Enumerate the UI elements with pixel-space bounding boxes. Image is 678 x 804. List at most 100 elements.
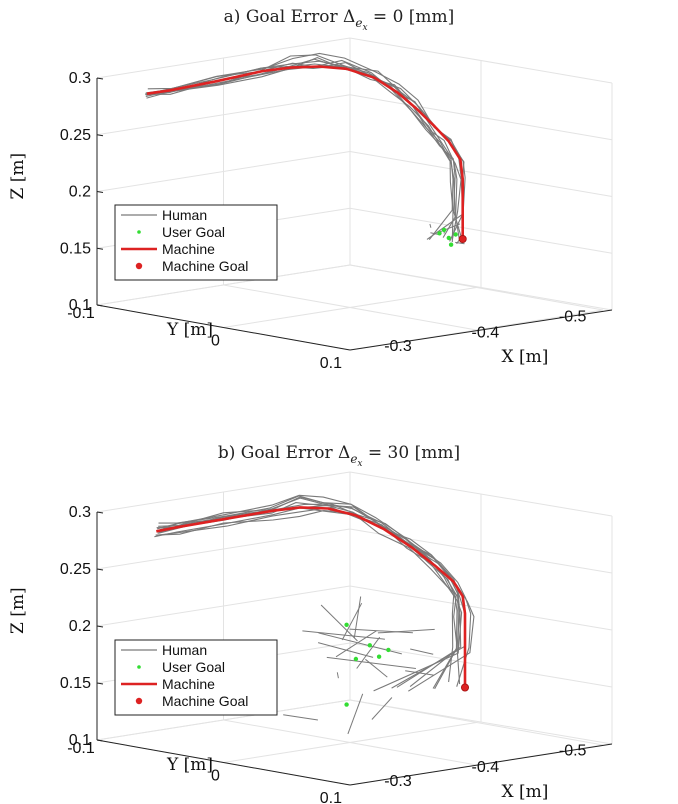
user-goal-point — [386, 647, 391, 653]
user-goal-point — [441, 227, 447, 233]
z-tick-label: 0.1 — [69, 297, 91, 314]
human-trajectory — [430, 232, 439, 235]
user-goal-point — [353, 656, 359, 662]
human-trajectory — [377, 628, 435, 634]
user-goal-point — [446, 235, 451, 241]
legend-label: Machine — [162, 676, 215, 692]
z-tick-label: 0.15 — [60, 675, 91, 692]
human-trajectory — [335, 630, 377, 658]
human-trajectory — [353, 596, 362, 639]
human-trajectory — [145, 60, 466, 239]
z-tick-label: 0.15 — [60, 240, 91, 257]
user-goal-point — [453, 232, 458, 237]
z-tick — [96, 77, 104, 80]
grid-line-floor — [223, 287, 477, 328]
human-trajectory — [349, 628, 413, 634]
z-tick — [96, 568, 104, 571]
legend-label: Human — [162, 207, 207, 223]
x-axis-line — [349, 309, 613, 351]
y-axis-label: Y [m] — [166, 755, 213, 775]
x-tick-label: -0.4 — [472, 325, 500, 342]
z-tick-label: 0.2 — [69, 618, 91, 635]
z-tick-label: 0.1 — [69, 732, 91, 749]
human-trajectory — [336, 672, 339, 679]
human-trajectory — [341, 602, 363, 641]
y-axis-line — [96, 304, 351, 351]
human-trajectory — [356, 636, 381, 669]
x-tick-label: -0.4 — [472, 759, 500, 776]
legend-label: Machine — [162, 241, 215, 257]
user-goal-point — [437, 231, 442, 236]
z-tick-label: 0.3 — [69, 70, 91, 87]
z-tick — [96, 511, 104, 514]
y-tick-label: 0.1 — [320, 790, 342, 804]
machine-goal-point — [460, 683, 469, 692]
human-trajectory — [347, 693, 364, 735]
legend-label: Human — [162, 642, 207, 658]
machine-trajectory — [146, 65, 464, 239]
chart-panel-b: b) Goal Error Δex = 30 [mm] 0.1 0.15 0.2 0.2… — [8, 443, 613, 804]
legend-swatch-user-goal — [137, 230, 141, 234]
user-goal-point — [344, 702, 349, 707]
x-axis-label: X [m] — [502, 347, 549, 367]
x-axis-label: X [m] — [502, 782, 549, 802]
machine-trajectory — [156, 506, 467, 688]
machine-goal-point — [458, 234, 467, 243]
z-tick-label: 0.25 — [60, 127, 91, 144]
human-trajectory — [371, 697, 393, 720]
z-tick-label: 0.2 — [69, 184, 91, 201]
chart-panel-a: a) Goal Error Δex = 0 [mm] 0.1 0.15 0.2 0.25… — [8, 7, 613, 372]
grid-line-floor — [223, 722, 477, 763]
human-trajectory — [410, 648, 434, 655]
chart-title: b) Goal Error Δex = 30 [mm] — [218, 443, 460, 469]
human-trajectory — [455, 241, 465, 245]
human-trajectory — [429, 223, 432, 228]
z-tick — [96, 191, 104, 193]
human-trajectory — [158, 495, 455, 683]
z-tick-label: 0.3 — [69, 504, 91, 521]
x-axis-line — [349, 743, 613, 786]
z-tick — [96, 134, 104, 137]
user-goal-point — [344, 622, 349, 627]
legend-label: Machine Goal — [162, 693, 248, 709]
y-tick-label: 0 — [211, 768, 220, 785]
human-trajectory — [326, 656, 416, 669]
legend-label: Machine Goal — [162, 258, 248, 274]
chart-title: a) Goal Error Δex = 0 [mm] — [224, 7, 455, 33]
z-tick — [96, 247, 104, 250]
legend-box — [114, 639, 278, 716]
grid-line-floor — [96, 699, 351, 741]
z-tick — [96, 304, 104, 307]
y-axis-label: Y [m] — [166, 320, 213, 340]
y-tick-label: -0.1 — [67, 305, 95, 322]
z-axis-label: Z [m] — [8, 153, 28, 200]
y-axis-line — [96, 739, 351, 786]
z-tick — [96, 625, 104, 628]
legend-label: User Goal — [162, 224, 225, 240]
legend-swatch-machine-goal — [135, 697, 143, 705]
user-goal-point — [376, 654, 382, 659]
human-trajectory — [405, 670, 434, 676]
y-tick-label: 0 — [211, 333, 220, 350]
human-trajectory — [320, 604, 358, 642]
x-tick-label: -0.5 — [559, 308, 587, 325]
z-tick — [96, 739, 104, 742]
x-tick-label: -0.5 — [559, 743, 587, 760]
user-goal-point — [448, 242, 454, 247]
human-trajectory — [365, 658, 388, 678]
human-trajectory — [302, 630, 385, 640]
z-tick — [96, 682, 104, 685]
z-axis-label: Z [m] — [8, 587, 28, 634]
legend-label: User Goal — [162, 659, 225, 675]
x-tick-label: -0.3 — [384, 338, 412, 355]
x-tick-label: -0.3 — [384, 773, 412, 790]
grid-line-floor — [96, 264, 351, 306]
human-trajectory — [158, 503, 472, 687]
legend-box — [114, 204, 278, 281]
legend-swatch-user-goal — [137, 665, 141, 669]
y-tick-label: -0.1 — [67, 740, 95, 757]
y-tick-label: 0.1 — [320, 355, 342, 372]
human-trajectory — [283, 714, 318, 721]
z-tick-label: 0.25 — [60, 561, 91, 578]
